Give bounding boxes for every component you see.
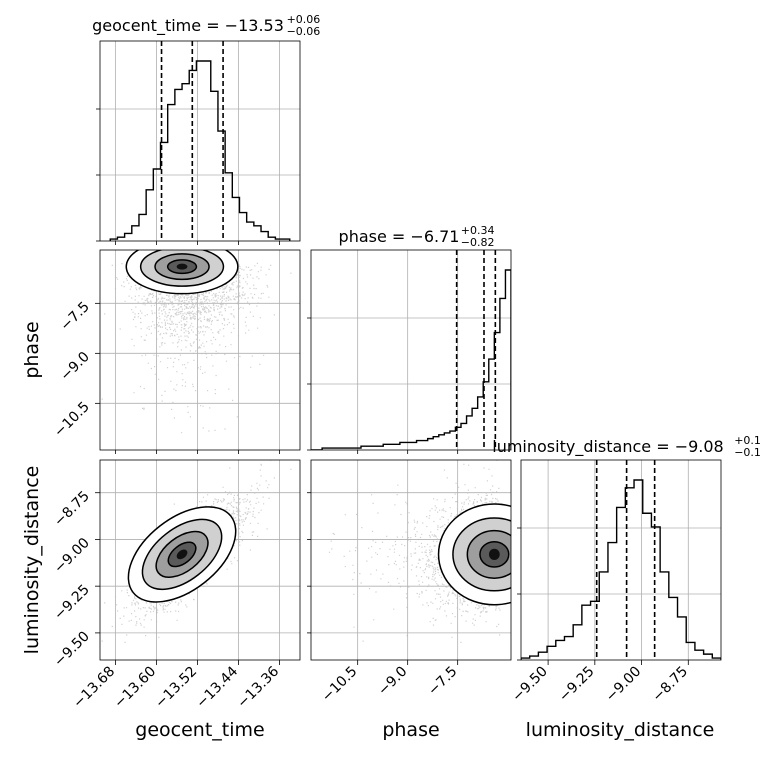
panel-title-geocent_time: geocent_time = −13.53 +0.06−0.06 bbox=[92, 13, 320, 38]
title-text: geocent_time = −13.53 bbox=[92, 16, 284, 36]
x-tick-label-luminosity_distance-2: −9.00 bbox=[603, 664, 645, 706]
scatter-panel-phase-luminosity_distance bbox=[311, 460, 511, 660]
title-plus-error: +0.34 bbox=[461, 224, 495, 237]
y-tick-label-phase-0: −10.5 bbox=[51, 399, 93, 441]
panel-frame-luminosity_distance bbox=[520, 459, 722, 661]
panel-frame-phase bbox=[310, 249, 512, 451]
panel-frame-geocent_time-luminosity_distance bbox=[99, 459, 301, 661]
x-tick-label-luminosity_distance-1: −9.25 bbox=[556, 664, 598, 706]
panel-frame-geocent_time-phase bbox=[99, 249, 301, 451]
x-tick-label-geocent_time-4: −13.36 bbox=[234, 663, 282, 711]
y-tick-label-luminosity_distance-0: −9.50 bbox=[51, 628, 93, 670]
y-tick-label-luminosity_distance-2: −9.00 bbox=[51, 535, 93, 577]
panel-frame-geocent_time bbox=[99, 40, 301, 242]
scatter-panel-geocent_time-luminosity_distance bbox=[100, 460, 300, 660]
histogram-panel-phase bbox=[311, 250, 511, 450]
histogram-luminosity_distance bbox=[521, 479, 721, 660]
panel-frame-phase-luminosity_distance bbox=[310, 459, 512, 661]
y-tick-label-luminosity_distance-3: −8.75 bbox=[51, 488, 93, 530]
x-tick-label-phase-2: −7.5 bbox=[425, 664, 460, 699]
title-plus-error: +0.15 bbox=[734, 434, 760, 447]
y-tick-label-phase-1: −9.0 bbox=[57, 349, 92, 384]
x-tick-label-geocent_time-2: −13.52 bbox=[152, 664, 200, 712]
density-contour bbox=[176, 549, 188, 560]
histogram-panel-luminosity_distance bbox=[521, 460, 721, 660]
x-tick-label-geocent_time-3: −13.44 bbox=[193, 663, 241, 711]
x-tick-label-phase-0: −10.5 bbox=[319, 664, 361, 706]
y-axis-label-luminosity_distance: luminosity_distance bbox=[21, 466, 43, 655]
y-tick-label-luminosity_distance-1: −9.25 bbox=[51, 582, 93, 624]
title-text: luminosity_distance = −9.08 bbox=[492, 437, 723, 457]
scatter-panel-geocent_time-phase bbox=[100, 250, 300, 450]
y-axis-label-phase: phase bbox=[21, 321, 43, 378]
x-axis-label-phase: phase bbox=[382, 719, 439, 741]
x-tick-label-phase-1: −9.0 bbox=[375, 664, 410, 699]
scatter-points bbox=[101, 261, 292, 434]
histogram-phase bbox=[311, 269, 511, 450]
title-text: phase = −6.71 bbox=[339, 227, 460, 246]
x-axis-label-geocent_time: geocent_time bbox=[135, 719, 264, 741]
title-plus-error: +0.06 bbox=[287, 13, 321, 26]
title-minus-error: −0.16 bbox=[734, 446, 760, 459]
histogram-geocent_time bbox=[109, 60, 291, 241]
x-tick-label-geocent_time-0: −13.68 bbox=[70, 664, 118, 712]
x-tick-label-luminosity_distance-3: −8.75 bbox=[649, 664, 691, 706]
histogram-panel-geocent_time bbox=[100, 41, 300, 241]
density-contour bbox=[176, 263, 188, 270]
x-tick-label-geocent_time-1: −13.60 bbox=[111, 664, 159, 712]
x-axis-label-luminosity_distance: luminosity_distance bbox=[526, 719, 715, 741]
panel-title-phase: phase = −6.71 +0.34−0.82 bbox=[339, 224, 495, 249]
density-contour bbox=[488, 548, 500, 560]
title-minus-error: −0.82 bbox=[461, 236, 495, 249]
y-tick-label-phase-2: −7.5 bbox=[57, 299, 92, 334]
title-minus-error: −0.06 bbox=[287, 25, 321, 38]
x-tick-label-luminosity_distance-0: −9.50 bbox=[509, 664, 551, 706]
panel-title-luminosity_distance: luminosity_distance = −9.08 +0.15−0.16 bbox=[492, 434, 760, 459]
